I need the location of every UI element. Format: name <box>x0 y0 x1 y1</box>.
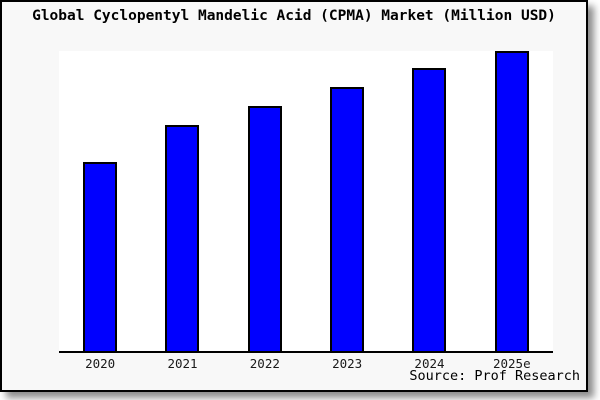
x-tick-label-2025e: 2025e <box>492 356 531 371</box>
bar-2020 <box>83 162 118 351</box>
x-axis-labels: 2020 2021 2022 2023 2024 2025e <box>59 356 553 371</box>
x-tick-label-2020: 2020 <box>85 356 116 371</box>
x-tick-label-2021: 2021 <box>167 356 198 371</box>
bar-2023 <box>330 87 365 351</box>
bar-2024 <box>412 68 447 351</box>
bar-2025e <box>494 51 529 351</box>
bar-slot-2021 <box>141 51 223 351</box>
source-note: Source: Prof Research <box>409 368 580 384</box>
chart-card: Global Cyclopentyl Mandelic Acid (CPMA) … <box>0 0 588 392</box>
bar-slot-2025e <box>471 51 553 351</box>
bar-slot-2023 <box>306 51 388 351</box>
x-tick-label-2022: 2022 <box>249 356 280 371</box>
bar-slot-2020 <box>59 51 141 351</box>
chart-title: Global Cyclopentyl Mandelic Acid (CPMA) … <box>32 8 556 24</box>
bar-2022 <box>247 105 282 351</box>
bar-2021 <box>165 125 200 351</box>
bar-slot-2022 <box>224 51 306 351</box>
bar-slot-2024 <box>388 51 470 351</box>
bars-container <box>59 51 553 351</box>
x-tick-label-2024: 2024 <box>414 356 445 371</box>
plot-area <box>59 51 553 353</box>
x-tick-label-2023: 2023 <box>332 356 363 371</box>
